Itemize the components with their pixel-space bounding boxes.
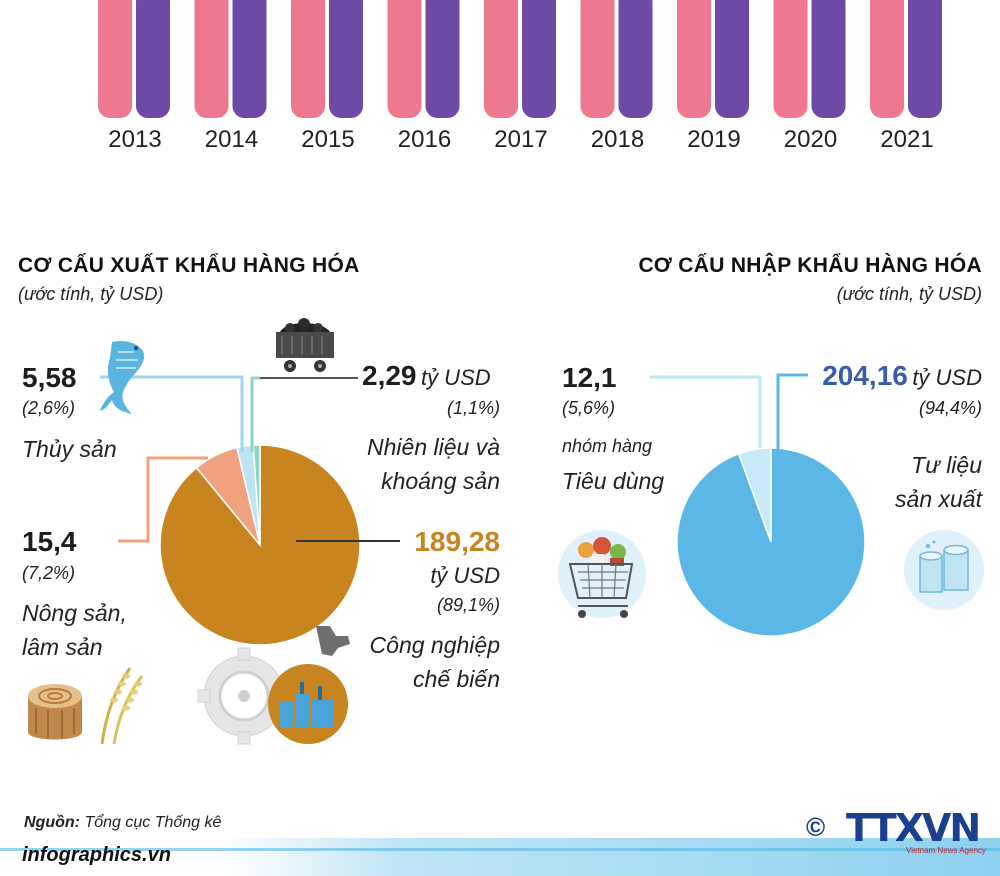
consumer-label-2: Tiêu dùng — [562, 468, 665, 494]
copyright-symbol: © — [806, 812, 826, 842]
production-label-2: sản xuất — [895, 486, 982, 512]
fuel-value: 2,29 — [362, 360, 417, 391]
import-pie — [676, 447, 866, 637]
factory-gear-icon — [197, 626, 350, 745]
year-label: 2018 — [590, 126, 645, 153]
site-name[interactable]: infographics.vn — [22, 844, 171, 866]
fish-icon — [100, 340, 145, 414]
fuel-value-group: 2,29 tỷ USD — [362, 360, 491, 392]
bar-2016-import — [425, 0, 460, 118]
bar-2013-export — [98, 0, 132, 118]
year-label: 2014 — [204, 126, 259, 153]
bar-2017-export — [484, 0, 518, 118]
ttxvn-logo: TTXVN — [846, 806, 981, 850]
bar-2018-export — [580, 0, 615, 118]
rice-icon — [100, 667, 144, 745]
bar-2016-export — [387, 0, 422, 118]
bar-2018-import — [618, 0, 653, 118]
bar-2021-import — [908, 0, 942, 118]
consumer-pct: (5,6%) — [562, 398, 616, 418]
production-label-1: Tư liệu — [911, 452, 982, 478]
industry-label-1: Công nghiệp — [369, 632, 500, 658]
top-bar-chart — [98, 0, 942, 118]
bar-2020-import — [811, 0, 846, 118]
source-text: Tổng cục Thống kê — [84, 814, 222, 831]
industry-pct: (89,1%) — [436, 595, 500, 615]
industry-unit: tỷ USD — [430, 563, 500, 588]
agri-label-2: lâm sản — [22, 634, 103, 660]
agri-pct: (7,2%) — [22, 563, 76, 583]
industry-value: 189,28 — [414, 526, 500, 557]
export-pie — [159, 444, 361, 646]
export-title: CƠ CẤU XUẤT KHẨU HÀNG HÓA — [18, 254, 360, 277]
bar-2013-import — [136, 0, 170, 118]
import-subtitle: (ước tính, tỷ USD) — [836, 284, 982, 304]
ttxvn-logo-sub: Vietnam News Agency — [906, 846, 986, 855]
agri-value: 15,4 — [22, 526, 77, 557]
footer-band — [0, 838, 1000, 876]
bar-2021-export — [870, 0, 904, 118]
year-label: 2015 — [301, 126, 355, 153]
year-label: 2013 — [108, 126, 162, 153]
agri-leader — [118, 456, 208, 543]
fuel-label-1: Nhiên liệu và — [367, 434, 500, 460]
consumer-leader — [650, 375, 762, 448]
production-pct: (94,4%) — [918, 398, 982, 418]
fishery-pct: (2,6%) — [22, 398, 76, 418]
year-label: 2017 — [494, 126, 548, 153]
fishery-value: 5,58 — [22, 362, 77, 393]
bar-2015-import — [329, 0, 363, 118]
export-subtitle: (ước tính, tỷ USD) — [18, 284, 164, 304]
source-label: Nguồn: — [24, 814, 80, 831]
bar-2014-export — [194, 0, 229, 118]
fuel-pct: (1,1%) — [446, 398, 500, 418]
wood-log-icon — [28, 684, 82, 740]
fishery-leader — [100, 375, 244, 452]
source-line: Nguồn: Tổng cục Thống kê — [24, 814, 221, 832]
pie-slice-1 — [737, 447, 772, 543]
bar-2017-import — [522, 0, 556, 118]
bar-2015-export — [291, 0, 325, 118]
bar-2019-export — [677, 0, 711, 118]
fuel-unit: tỷ USD — [420, 365, 491, 390]
import-title: CƠ CẤU NHẬP KHẨU HÀNG HÓA — [638, 254, 982, 277]
production-value: 204,16 — [822, 360, 908, 391]
fishery-label: Thủy sản — [22, 436, 117, 462]
production-unit: tỷ USD — [912, 365, 982, 390]
fuel-label-2: khoáng sản — [381, 468, 500, 494]
year-label: 2021 — [880, 126, 934, 153]
agri-label-1: Nông sản, — [22, 600, 127, 626]
year-label: 2019 — [687, 126, 741, 153]
paper-roll-icon — [904, 530, 984, 610]
year-label: 2016 — [397, 126, 452, 153]
consumer-label-1: nhóm hàng — [562, 436, 653, 456]
shopping-cart-icon — [558, 530, 646, 618]
bar-2019-import — [715, 0, 749, 118]
year-label: 2020 — [783, 126, 838, 153]
industry-label-2: chế biến — [413, 666, 500, 692]
consumer-value: 12,1 — [562, 362, 617, 393]
production-value-group: 204,16 tỷ USD — [760, 360, 982, 392]
coal-cart-icon — [276, 318, 334, 372]
bar-2020-export — [773, 0, 808, 118]
fuel-leader — [250, 376, 260, 452]
bar-2014-import — [232, 0, 267, 118]
production-leader — [776, 373, 808, 450]
